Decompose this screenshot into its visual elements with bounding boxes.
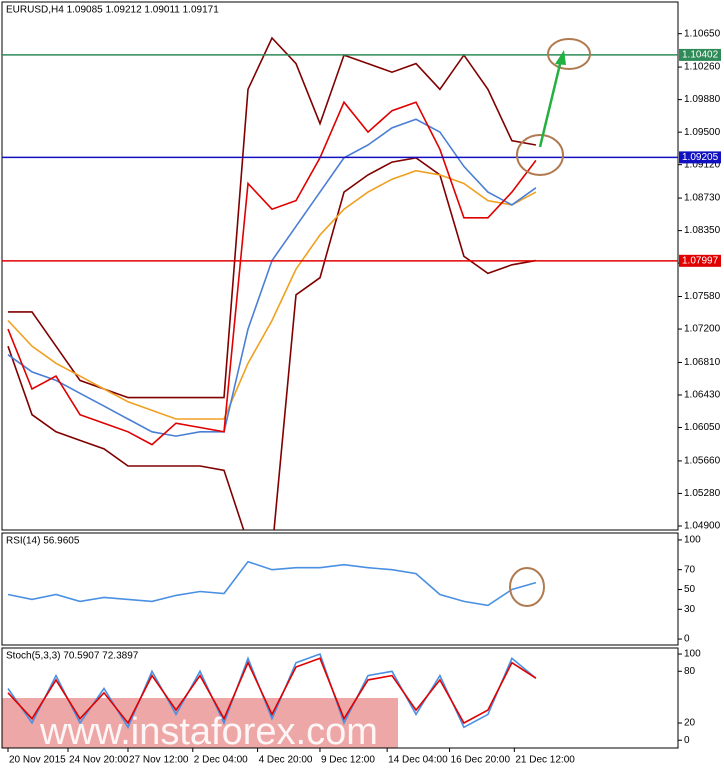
circle-annotation [509,567,545,607]
y-tick-label: 1.06810 [684,357,721,368]
y-tick-label: 0 [684,634,690,645]
series-group [7,652,537,730]
level-label: 1.09205 [682,152,719,163]
series-line [7,560,537,607]
x-tick-label: 14 Dec 04:00 [388,755,448,766]
y-tick-label: 20 [684,718,696,729]
panel-frame [1,1,679,531]
y-tick-label: 1.10260 [684,62,721,73]
panel-title: RSI(14) 56.9605 [6,536,80,547]
series-line [7,657,537,725]
annotations [509,38,591,607]
y-tick-label: 1.04900 [684,521,721,532]
arrow-head [555,50,566,65]
y-tick-label: 1.08730 [684,193,721,204]
y-tick-label: 1.06430 [684,390,721,401]
y-tick-label: 1.10650 [684,28,721,39]
y-tick-label: 1.09880 [684,94,721,105]
watermark-band [2,698,398,748]
x-tick-label: 9 Dec 12:00 [321,755,375,766]
level-label: 1.07997 [682,255,719,266]
watermark: www.instaforex.com [39,711,378,753]
arrow [538,59,563,148]
x-tick-label: 4 Dec 20:00 [259,755,313,766]
series-line [7,100,537,446]
x-tick-label: 2 Dec 04:00 [194,755,248,766]
series-line [8,36,537,399]
circle-annotation [547,38,591,70]
y-tick-label: 1.08350 [684,225,721,236]
y-tick-label: 70 [684,564,696,575]
y-tick-label: 1.05280 [684,488,721,499]
circle-annotation [516,134,564,176]
panel-title: Stoch(5,3,3) 70.5907 72.3897 [6,651,139,662]
x-tick-label: 21 Dec 12:00 [515,755,575,766]
y-tick-label: 0 [684,735,690,746]
series-line [7,169,537,420]
y-tick-label: 1.07580 [684,291,721,302]
panel-title: EURUSD,H4 1.09085 1.09212 1.09011 1.0917… [6,5,219,16]
level-label-box [679,151,721,164]
series-group [7,560,537,607]
level-label-box [679,48,721,61]
x-tick-label: 24 Nov 20:00 [69,755,129,766]
level-label-box [679,254,721,267]
y-tick-label: 1.09120 [684,159,721,170]
series-line [7,156,537,530]
y-tick-label: 1.07200 [684,324,721,335]
y-tick-label: 30 [684,604,696,615]
y-tick-label: 1.05660 [684,456,721,467]
y-tick-label: 100 [684,649,701,660]
panel-frame [1,532,679,646]
y-tick-label: 80 [684,666,696,677]
series-line [7,118,537,437]
y-tick-label: 100 [684,535,701,546]
series-group [7,36,537,530]
level-label: 1.10402 [682,50,719,61]
x-tick-label: 16 Dec 20:00 [451,755,511,766]
x-tick-label: 27 Nov 12:00 [129,755,189,766]
x-tick-label: 20 Nov 2015 [9,755,66,766]
y-tick-label: 1.06050 [684,422,721,433]
panel-frame [1,647,679,749]
y-tick-label: 50 [684,584,696,595]
y-tick-label: 1.09500 [684,127,721,138]
